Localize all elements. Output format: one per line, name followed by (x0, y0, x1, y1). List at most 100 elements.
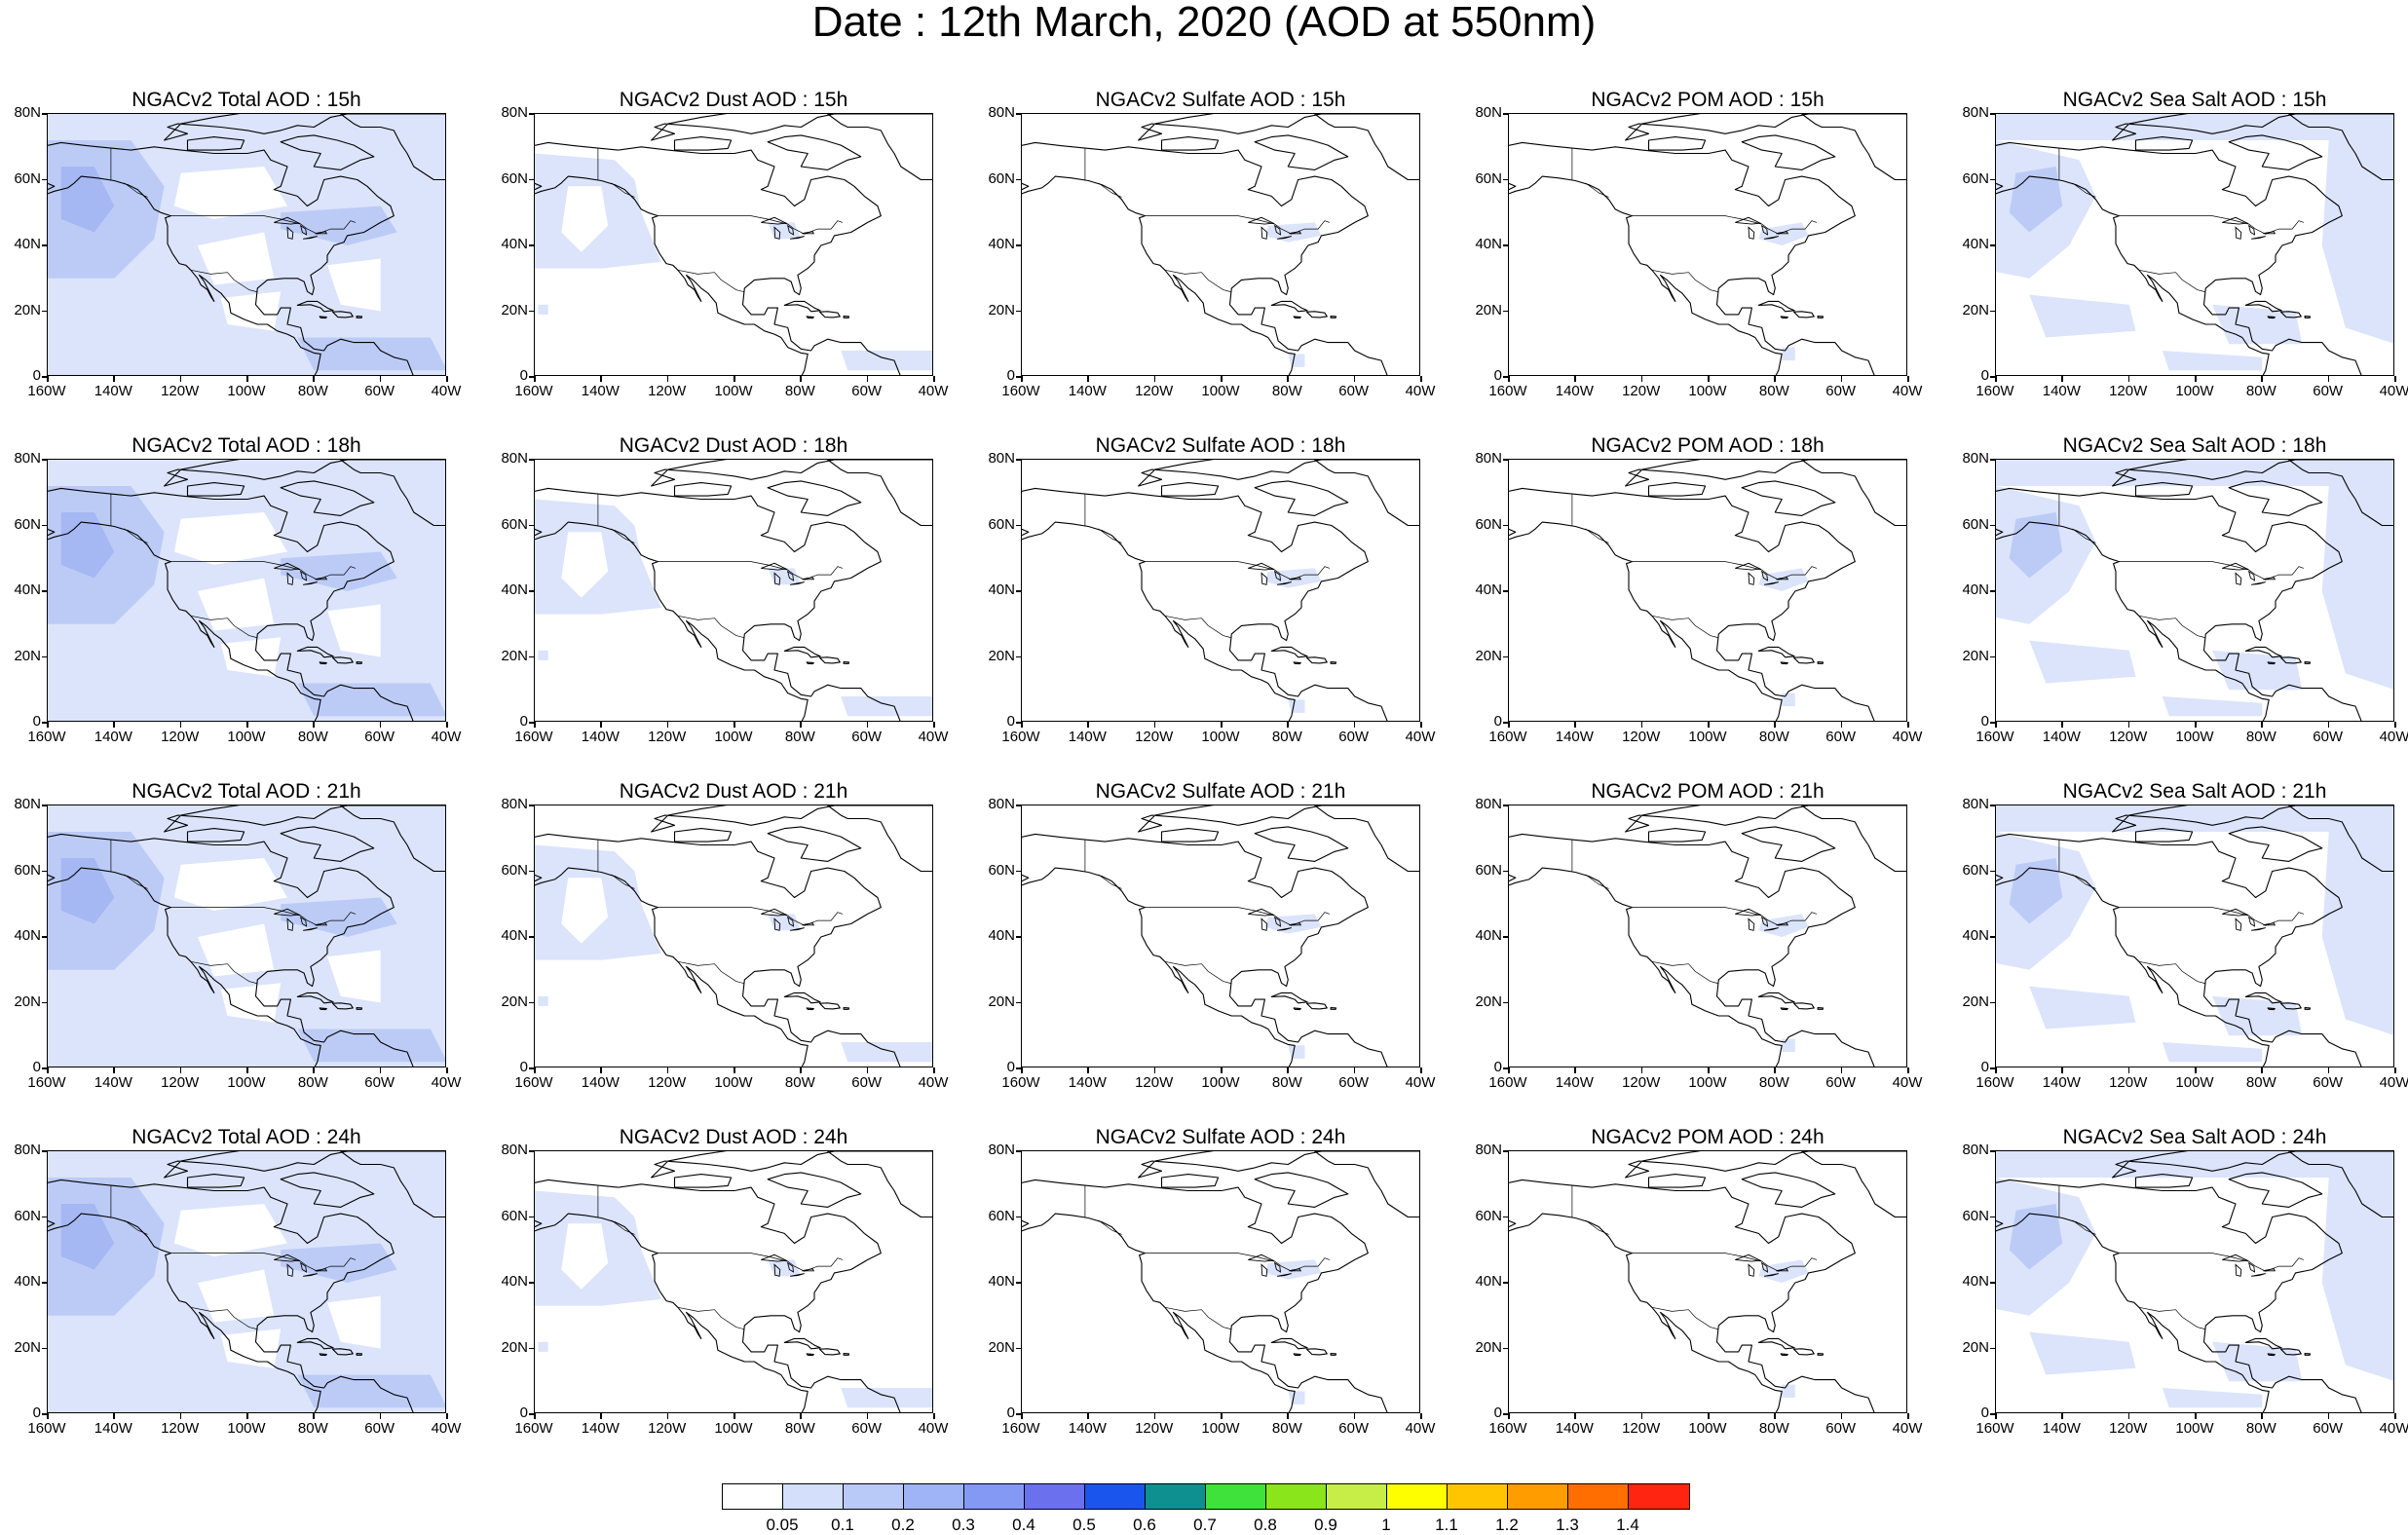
aod-shade-region (561, 878, 609, 944)
coastline (1293, 1353, 1301, 1357)
political-border (1164, 615, 1231, 638)
aod-shade-region (2162, 351, 2263, 371)
latitude-tick-label: 40N (1475, 236, 1502, 252)
coastline (1305, 1002, 1328, 1010)
coastline (340, 114, 445, 181)
coastline (1160, 136, 1220, 151)
longitude-tick (866, 1067, 869, 1073)
great-lake (786, 1261, 795, 1273)
latitude-tick (42, 376, 48, 378)
latitude-tick (1016, 376, 1022, 378)
coastline (1741, 826, 1836, 862)
latitude-tick (529, 870, 535, 872)
colorbar-swatch (1266, 1484, 1327, 1509)
political-border (2072, 874, 2096, 889)
latitude-tick-label: 80N (988, 796, 1015, 812)
coastline (319, 316, 327, 319)
longitude-tick (446, 1413, 448, 1419)
latitude-tick-label: 20N (1962, 1338, 1989, 1356)
coastline (356, 661, 363, 664)
latitude-tick-label: 20N (501, 992, 528, 1010)
great-lake (1260, 917, 1268, 931)
longitude-tick (1153, 376, 1156, 382)
aod-shade-region (197, 1269, 275, 1323)
colorbar-label: 0.3 (952, 1516, 975, 1534)
panel-title: NGACv2 Dust AOD : 18h (619, 434, 848, 457)
longitude-tick-label: 120W (161, 383, 200, 399)
longitude-tick-label: 160W (1975, 383, 2014, 399)
coastline (2112, 460, 2330, 487)
great-lake (274, 216, 301, 225)
latitude-tick (42, 178, 48, 180)
great-lake (1776, 922, 1789, 926)
aod-shade-region (2321, 832, 2393, 1035)
great-lake (773, 917, 781, 931)
great-lake (2235, 917, 2242, 931)
longitude-tick-label: 120W (1135, 1420, 1174, 1437)
latitude-tick (42, 1347, 48, 1349)
coastline (767, 134, 862, 170)
coastline (1330, 1353, 1337, 1356)
longitude-tick (1574, 376, 1576, 382)
longitude-tick-label: 120W (648, 1420, 687, 1437)
latitude-tick (1016, 244, 1022, 246)
coastline (818, 656, 841, 664)
latitude-tick-label: 80N (1475, 796, 1502, 812)
coastline (1254, 1172, 1349, 1208)
great-lake (761, 216, 788, 225)
longitude-tick-label: 100W (1688, 729, 1727, 745)
coastline (2134, 482, 2194, 497)
longitude-tick (1287, 1067, 1289, 1073)
latitude-tick (529, 178, 535, 180)
longitude-tick-label: 140W (2042, 1074, 2081, 1091)
longitude-tick-label: 100W (2175, 729, 2214, 745)
aod-shade-region (281, 206, 397, 245)
coastline (164, 805, 382, 833)
longitude-tick-label: 40W (1892, 1420, 1923, 1437)
longitude-tick-label: 120W (161, 729, 200, 745)
longitude-tick (1021, 376, 1023, 382)
longitude-tick (933, 376, 935, 382)
longitude-tick (446, 722, 448, 728)
political-border (170, 907, 357, 926)
latitude-tick (42, 1067, 48, 1069)
figure-title: Date : 12th March, 2020 (AOD at 550nm) (811, 0, 1597, 46)
great-lake (1735, 1254, 1762, 1262)
great-lake (1764, 1273, 1779, 1277)
latitude-tick-label: 60N (1962, 169, 1989, 187)
colorbar-swatch (723, 1484, 783, 1509)
map-panel: NGACv2 Sea Salt AOD : 24h 80N 60N 40N 20N 0 16… (1948, 1125, 2408, 1471)
longitude-tick (1995, 376, 1997, 382)
longitude-tick-label: 40W (431, 1420, 462, 1437)
coastline (186, 828, 245, 842)
political-border (677, 960, 744, 984)
coastline (280, 134, 375, 170)
great-lake (786, 224, 795, 236)
latitude-tick-label: 80N (501, 796, 528, 812)
latitude-tick-label: 20N (14, 1338, 41, 1356)
coastline (1625, 460, 1843, 487)
latitude-tick-label: 80N (14, 104, 41, 121)
coastline (1305, 311, 1328, 318)
great-lake (2235, 572, 2242, 585)
great-lake (2251, 236, 2266, 240)
coastline (2288, 805, 2393, 873)
longitude-tick-label: 140W (1068, 729, 1107, 745)
coastline (356, 1353, 363, 1356)
coastline (818, 1002, 841, 1010)
latitude-tick (1503, 1001, 1509, 1003)
longitude-tick-label: 160W (1488, 1420, 1527, 1437)
aod-map (1022, 805, 1419, 1067)
great-lake (1748, 572, 1755, 585)
map-panel: NGACv2 Sulfate AOD : 24h 80N 60N 40N 20N 0 160… (974, 1125, 1461, 1471)
coastline (1138, 460, 1356, 487)
latitude-tick-label: 0 (1493, 713, 1502, 730)
colorbar-label: 1.3 (1556, 1516, 1579, 1534)
aod-shade-region (173, 1204, 287, 1256)
coastline (1757, 300, 1795, 313)
latitude-tick (529, 113, 535, 115)
panel-title: NGACv2 Sulfate AOD : 15h (1095, 89, 1346, 111)
aod-shade-region (538, 1341, 548, 1352)
map-panel: NGACv2 POM AOD : 18h 80N 60N 40N 20N 0 160W 140… (1461, 433, 1948, 779)
map-panel: NGACv2 Dust AOD : 24h 80N 60N 40N 20N 0 160W 14… (487, 1125, 974, 1471)
